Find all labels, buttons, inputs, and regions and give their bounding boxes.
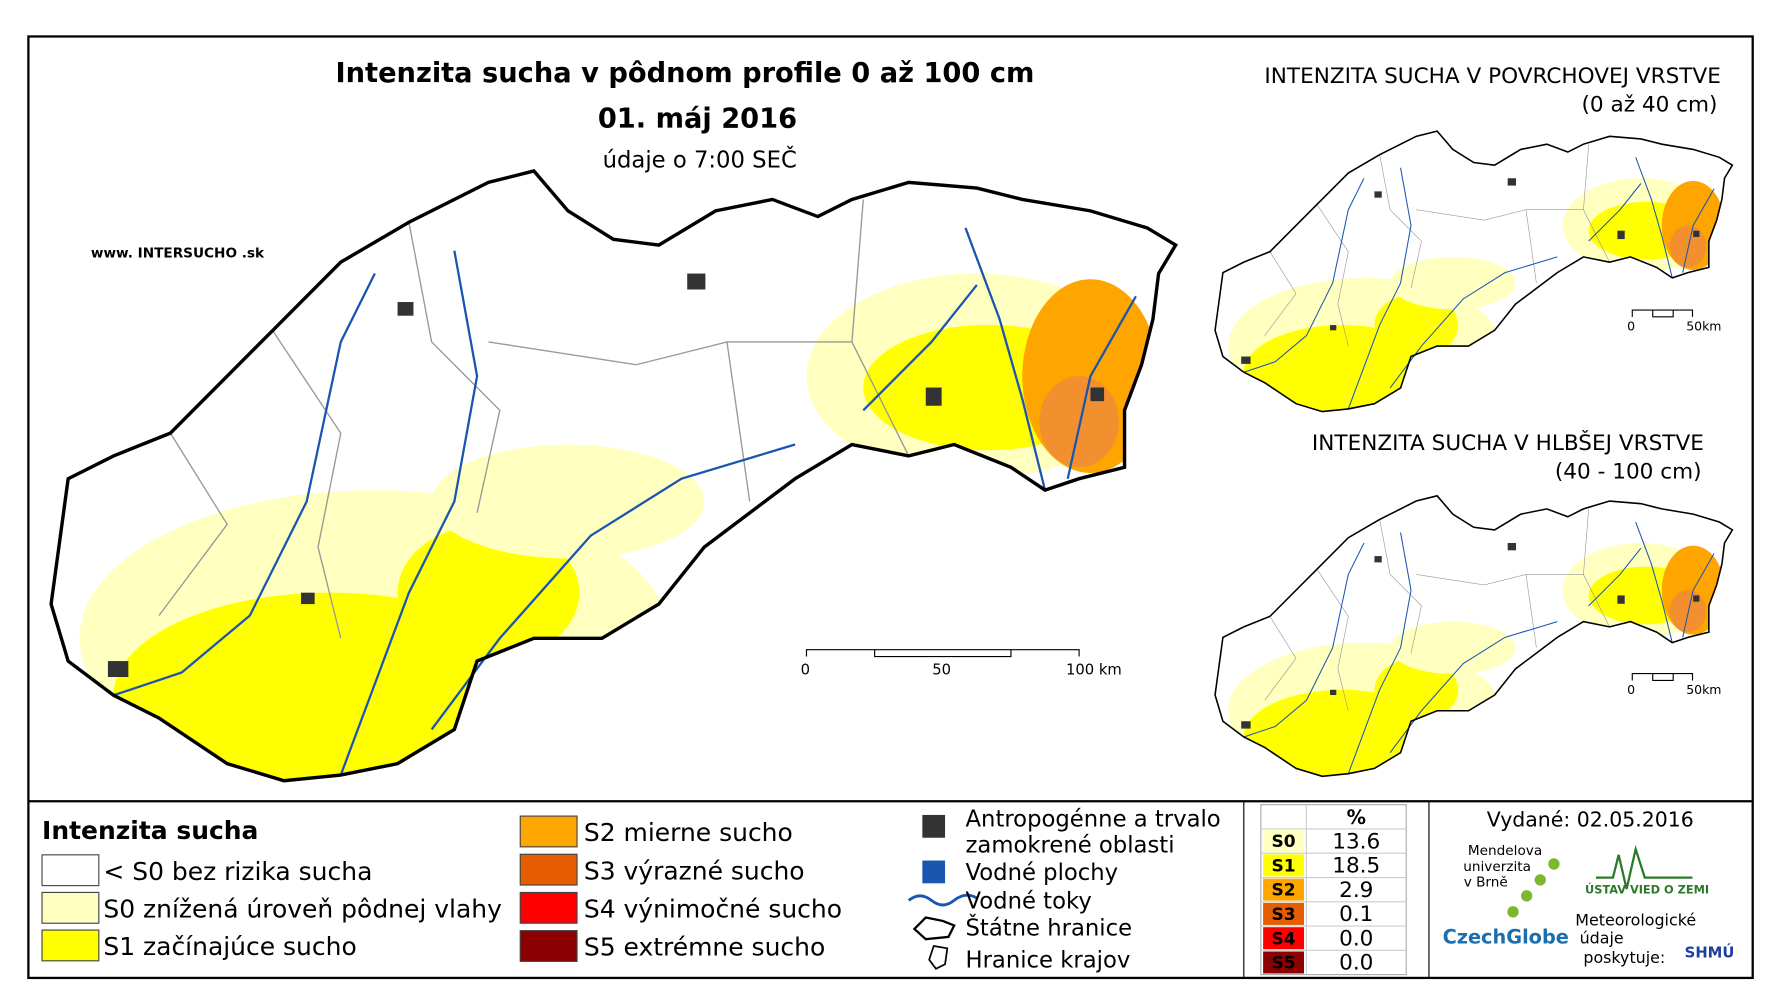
table-class-cell bbox=[1263, 854, 1305, 877]
legend-label: Antropogénne a trvalo bbox=[966, 806, 1221, 832]
table-class-cell bbox=[1263, 830, 1305, 853]
scale-bar bbox=[1631, 309, 1694, 318]
frame bbox=[27, 35, 1754, 980]
scale-label: 100 km bbox=[1066, 662, 1122, 679]
table-percent: 2.9 bbox=[1339, 878, 1373, 903]
logo-text: SHMÚ bbox=[1685, 943, 1735, 961]
table-class: S2 bbox=[1272, 881, 1296, 901]
table-percent: 18.5 bbox=[1332, 854, 1380, 879]
logo-text: v Brně bbox=[1464, 875, 1508, 891]
legend-label: S2 mierne sucho bbox=[584, 818, 793, 847]
scale-label: 0 bbox=[1627, 319, 1635, 334]
legend-label: Hranice krajov bbox=[966, 948, 1131, 974]
logo-text: Meteorologické bbox=[1575, 910, 1696, 929]
logo-text: CzechGlobe bbox=[1443, 926, 1569, 949]
legend-swatch bbox=[41, 929, 100, 962]
logo-wave bbox=[1595, 844, 1693, 890]
legend-icon bbox=[907, 893, 978, 907]
legend-swatch bbox=[41, 854, 100, 887]
table-class-cell bbox=[1263, 878, 1305, 901]
table-percent: 0.0 bbox=[1339, 926, 1373, 951]
logo-text: poskytuje: bbox=[1583, 948, 1665, 967]
table-header: % bbox=[1347, 806, 1366, 829]
legend-label: Vodné toky bbox=[966, 888, 1092, 914]
inset-title: INTENZITA SUCHA V POVRCHOVEJ VRSTVE bbox=[1264, 64, 1720, 89]
table-frame bbox=[1260, 804, 1407, 976]
title: Intenzita sucha v pôdnom profile 0 až 10… bbox=[336, 58, 1035, 89]
table-class: S1 bbox=[1272, 856, 1296, 876]
legend-label: Vodné plochy bbox=[966, 860, 1119, 886]
table-percent: 0.1 bbox=[1339, 902, 1373, 927]
inset-subtitle: (0 až 40 cm) bbox=[1581, 93, 1717, 118]
legend-swatch bbox=[519, 853, 578, 886]
legend-label: S5 extrémne sucho bbox=[584, 933, 825, 962]
legend-icon bbox=[928, 945, 949, 970]
legend-label: S1 začínajúce sucho bbox=[103, 932, 356, 961]
logo-dots bbox=[1507, 858, 1560, 918]
legend-label: S3 výrazné sucho bbox=[584, 856, 805, 885]
legend-label: Štátne hranice bbox=[966, 914, 1133, 942]
logo-text: ÚSTAV VIED O ZEMI bbox=[1585, 883, 1709, 897]
legend-swatch bbox=[41, 891, 100, 924]
scale-label: 0 bbox=[1627, 682, 1635, 697]
inset-map bbox=[1215, 496, 1732, 784]
legend-icon bbox=[912, 916, 956, 941]
logo-text: údaje bbox=[1580, 929, 1624, 948]
table-class-cell bbox=[1263, 902, 1305, 925]
legend-swatch bbox=[519, 930, 578, 962]
table-class: S0 bbox=[1272, 832, 1296, 852]
issued: Vydané: 02.05.2016 bbox=[1487, 807, 1694, 831]
logo-text: Mendelova bbox=[1468, 843, 1542, 859]
table-percent: 0.0 bbox=[1339, 951, 1373, 976]
legend-label: zamokrené oblasti bbox=[966, 833, 1175, 859]
scale-bar bbox=[1631, 673, 1694, 682]
scale-label: 0 bbox=[801, 662, 810, 679]
scale-bar bbox=[805, 649, 1080, 658]
legend-icon bbox=[922, 860, 946, 884]
legend-label: S4 výnimočné sucho bbox=[584, 894, 842, 923]
time: údaje o 7:00 SEČ bbox=[603, 146, 797, 174]
logo-text: univerzita bbox=[1463, 859, 1531, 875]
main-map bbox=[51, 171, 1176, 798]
table-class: S3 bbox=[1272, 905, 1296, 925]
scale-label: 50 bbox=[932, 662, 951, 679]
scale-label: 50km bbox=[1686, 319, 1721, 334]
table-class: S5 bbox=[1272, 954, 1296, 974]
legend-label: S0 znížená úroveň pôdnej vlahy bbox=[103, 894, 502, 923]
scale-label: 50km bbox=[1686, 682, 1721, 697]
table-class-cell bbox=[1263, 927, 1305, 950]
website: www. INTERSUCHO .sk bbox=[91, 246, 265, 262]
inset-subtitle: (40 - 100 cm) bbox=[1555, 460, 1702, 485]
legend-title: Intenzita sucha bbox=[42, 816, 258, 845]
legend-swatch bbox=[519, 815, 578, 848]
legend-label: < S0 bez rizika sucha bbox=[103, 857, 372, 886]
table-percent: 13.6 bbox=[1332, 829, 1380, 854]
inset-map bbox=[1215, 131, 1732, 419]
table-class-cell bbox=[1263, 951, 1305, 974]
inset-title: INTENZITA SUCHA V HLBŠEJ VRSTVE bbox=[1312, 430, 1704, 456]
legend-icon bbox=[922, 814, 946, 838]
date: 01. máj 2016 bbox=[598, 104, 797, 135]
table-class: S4 bbox=[1272, 929, 1296, 949]
legend-swatch bbox=[519, 891, 578, 924]
